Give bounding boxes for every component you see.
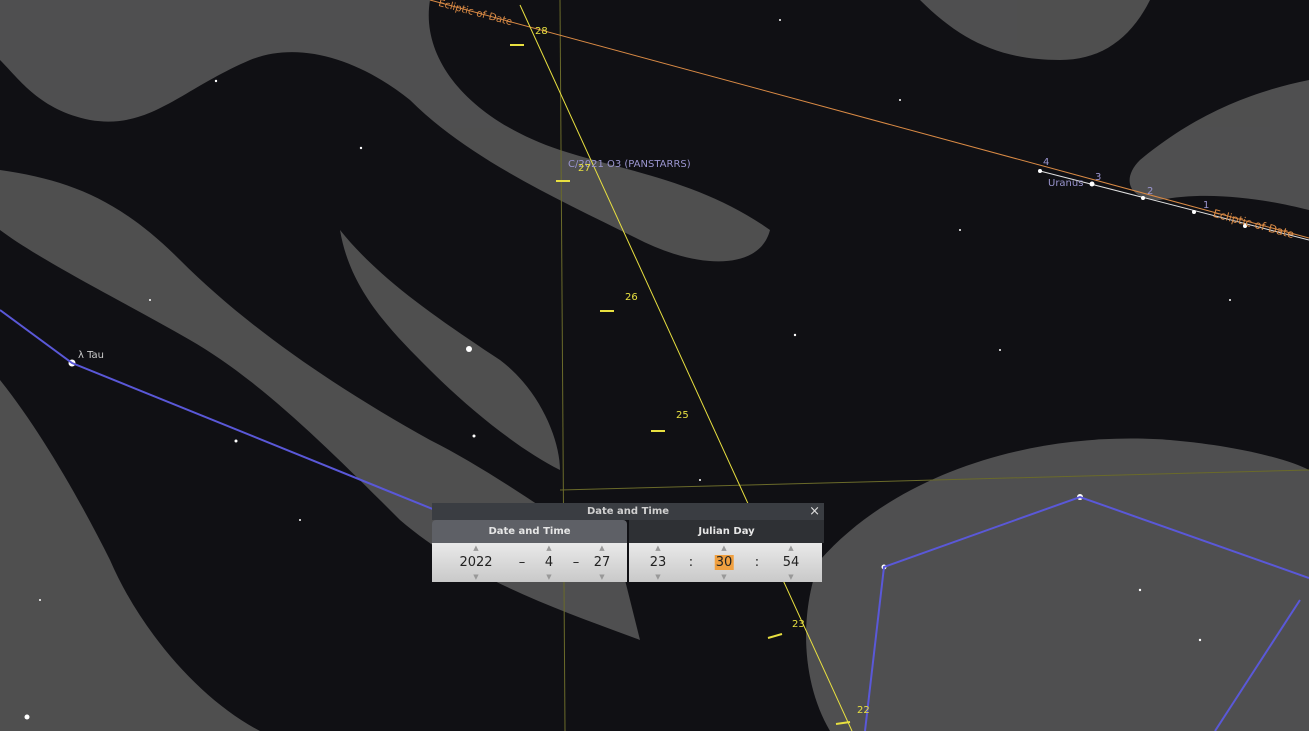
separator: : [689,555,693,570]
close-button[interactable]: × [809,503,820,520]
meridian [560,0,565,731]
planet-label: Uranus [1048,178,1083,189]
tab[interactable]: Julian Day [629,520,824,543]
date-panel: ▲▼ ▲▼ ▲▼ 2022 – 4 – 27 [432,543,627,582]
page: {"sky": { "ecliptic_labels": ["Ecliptic … [0,0,1309,731]
dialog-title: Date and Time [432,503,824,520]
planet-date: 2 [1147,186,1153,197]
tab[interactable]: Date and Time [432,520,627,543]
time-panel: ▲▼ ▲▼ ▲▼ 23 : 30 : 54 [629,543,822,582]
comet-date: 26 [625,292,638,303]
comet-date: 22 [857,705,870,716]
hour-field[interactable]: 23 [650,555,667,570]
date-time-dialog: Date and Time × Date and Time Julian Day… [432,503,824,583]
planet-date: 3 [1095,172,1101,183]
body: Ecliptic of Date Ecliptic of Date C/2021… [0,0,1309,731]
constellation-art [0,0,1309,731]
second-field[interactable]: 54 [783,555,800,570]
comet-date: 25 [676,410,689,421]
stellarium-view: Ecliptic of Date Ecliptic of Date C/2021… [0,0,1309,731]
planet-date: 1 [1203,200,1209,211]
year-field[interactable]: 2022 [459,555,492,570]
star-label: λ Tau [78,350,104,361]
comet-date: 28 [535,26,548,37]
separator: : [755,555,759,570]
minute-field[interactable]: 30 [715,555,734,570]
month-field[interactable]: 4 [545,555,553,570]
comet-date: 27 [578,163,591,174]
separator: – [519,555,526,570]
day-field[interactable]: 27 [594,555,611,570]
sky [0,0,1309,731]
planet-date: 4 [1043,157,1049,168]
separator: – [573,555,580,570]
comet-date: 23 [792,619,805,630]
